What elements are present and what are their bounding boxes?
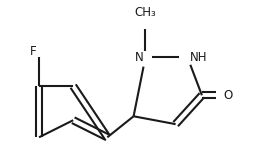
Text: F: F (30, 45, 36, 58)
Text: N: N (135, 51, 144, 64)
Text: O: O (223, 89, 232, 102)
Text: CH₃: CH₃ (134, 6, 156, 19)
Text: NH: NH (190, 51, 208, 64)
